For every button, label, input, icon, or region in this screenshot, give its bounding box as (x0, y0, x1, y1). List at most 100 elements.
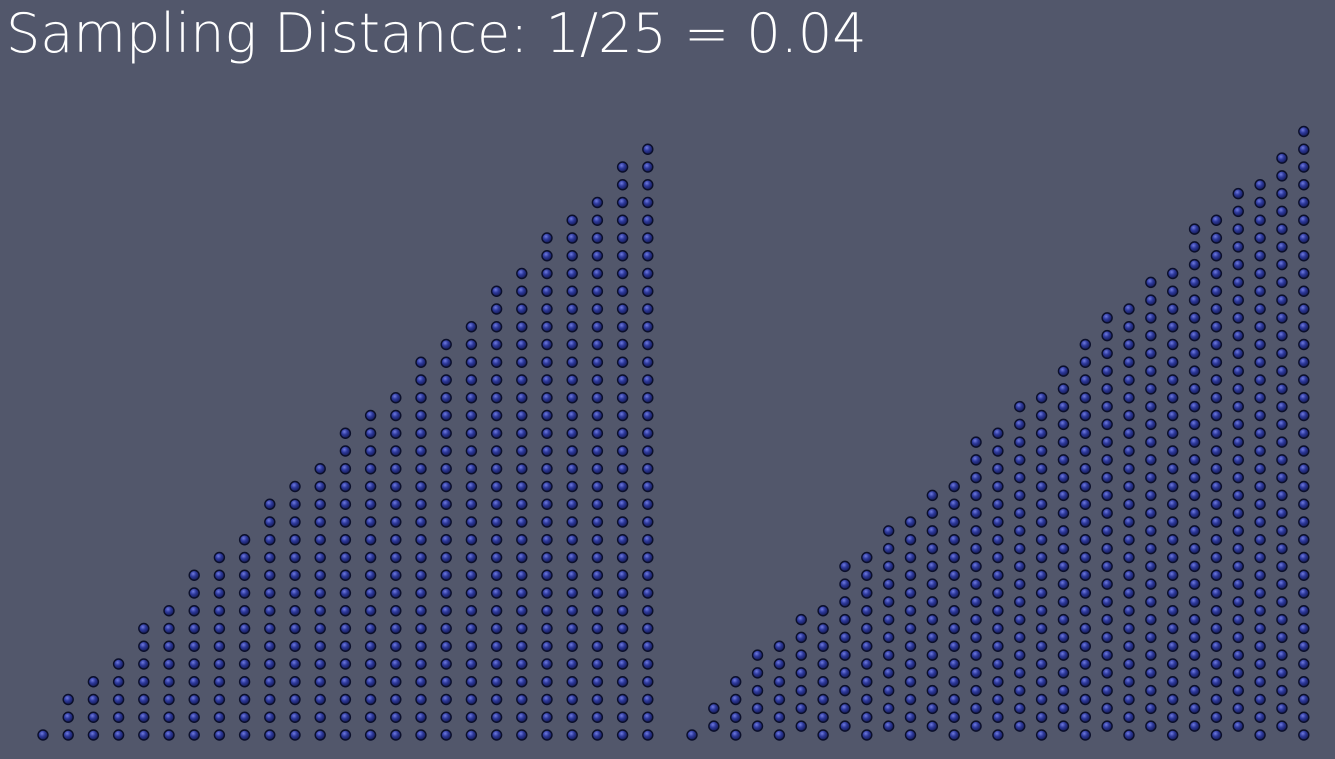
sample-point (1298, 303, 1310, 315)
sample-point (591, 338, 604, 351)
sample-point (616, 179, 629, 191)
sample-point (1145, 365, 1157, 377)
sample-point (566, 427, 578, 439)
sample-point (1232, 400, 1244, 413)
sample-point (904, 587, 917, 599)
sample-point (1298, 658, 1310, 670)
sample-point (992, 640, 1004, 652)
sample-point (992, 729, 1004, 741)
sample-point (1101, 471, 1113, 484)
sample-point (1276, 383, 1288, 395)
sample-point (839, 596, 851, 608)
sample-point (1123, 338, 1135, 351)
sample-point (1298, 587, 1310, 599)
sample-point (1101, 365, 1113, 377)
sample-point (566, 409, 578, 422)
sample-point (566, 214, 578, 226)
sample-point (440, 534, 452, 546)
sample-point (314, 551, 326, 564)
sample-point (1276, 596, 1288, 608)
sample-point (1014, 507, 1026, 519)
sample-point (1232, 383, 1244, 395)
sample-point (390, 392, 402, 404)
sample-point (1210, 356, 1223, 368)
sample-point (541, 587, 553, 599)
sample-point (992, 516, 1004, 528)
sample-point (1276, 525, 1288, 537)
sample-point (1145, 294, 1157, 306)
sample-point (566, 605, 578, 617)
sample-point (1210, 569, 1223, 581)
sample-point (1298, 676, 1310, 688)
sample-point (1101, 489, 1113, 502)
sample-point (62, 729, 74, 741)
sample-point (992, 480, 1004, 493)
sample-point (1254, 534, 1266, 546)
sample-point (440, 711, 452, 723)
sample-point (314, 534, 326, 546)
sample-point (1123, 356, 1135, 368)
sample-point (1298, 551, 1310, 564)
sample-point (926, 720, 939, 732)
sample-point (1210, 516, 1223, 528)
sample-point (213, 605, 226, 617)
sample-point (1276, 720, 1288, 732)
sample-point (1298, 267, 1310, 280)
sample-point (926, 578, 939, 590)
sample-point (1254, 711, 1266, 723)
sample-point (948, 640, 960, 652)
sample-point (415, 427, 427, 439)
sample-point (616, 480, 629, 493)
sample-point (516, 338, 528, 351)
sample-point (188, 693, 200, 706)
sample-point (314, 711, 326, 723)
sample-point (861, 622, 873, 635)
sample-point (1145, 542, 1157, 555)
sample-point (948, 711, 960, 723)
sample-point (264, 693, 276, 706)
sample-point (1166, 605, 1179, 617)
sample-point (1232, 684, 1244, 697)
sample-point (465, 338, 478, 351)
sample-point (1145, 578, 1157, 590)
sample-point (861, 729, 873, 741)
sample-point (364, 498, 377, 510)
sample-point (642, 303, 654, 315)
sample-point (289, 711, 301, 723)
sample-point (642, 232, 654, 244)
sample-point (339, 480, 352, 493)
sample-point (1035, 658, 1048, 670)
sample-point (1254, 498, 1266, 510)
sample-point (1232, 507, 1244, 519)
sample-point (1254, 356, 1266, 368)
sample-point (1210, 676, 1223, 688)
sample-point (465, 534, 478, 546)
sample-point (616, 445, 629, 457)
sample-point (1035, 427, 1048, 439)
sample-point (390, 676, 402, 688)
sample-point (926, 613, 939, 626)
sample-point (490, 463, 503, 475)
sample-point (1101, 667, 1113, 679)
sample-point (516, 587, 528, 599)
sample-point (591, 285, 604, 297)
sample-point (1210, 534, 1223, 546)
sample-point (1210, 409, 1223, 422)
sample-point (1014, 560, 1026, 573)
sample-point (566, 267, 578, 280)
sample-point (1145, 649, 1157, 661)
sample-point (1210, 338, 1223, 351)
sample-point (264, 658, 276, 670)
sample-point (289, 534, 301, 546)
sample-point (1057, 383, 1070, 395)
sample-point (264, 729, 276, 741)
sample-point (1035, 498, 1048, 510)
sample-point (817, 729, 829, 741)
sample-point (289, 480, 301, 493)
sample-point (1123, 658, 1135, 670)
sample-point (314, 480, 326, 493)
sample-point (213, 729, 226, 741)
sample-point (1188, 702, 1201, 715)
sample-point (904, 676, 917, 688)
